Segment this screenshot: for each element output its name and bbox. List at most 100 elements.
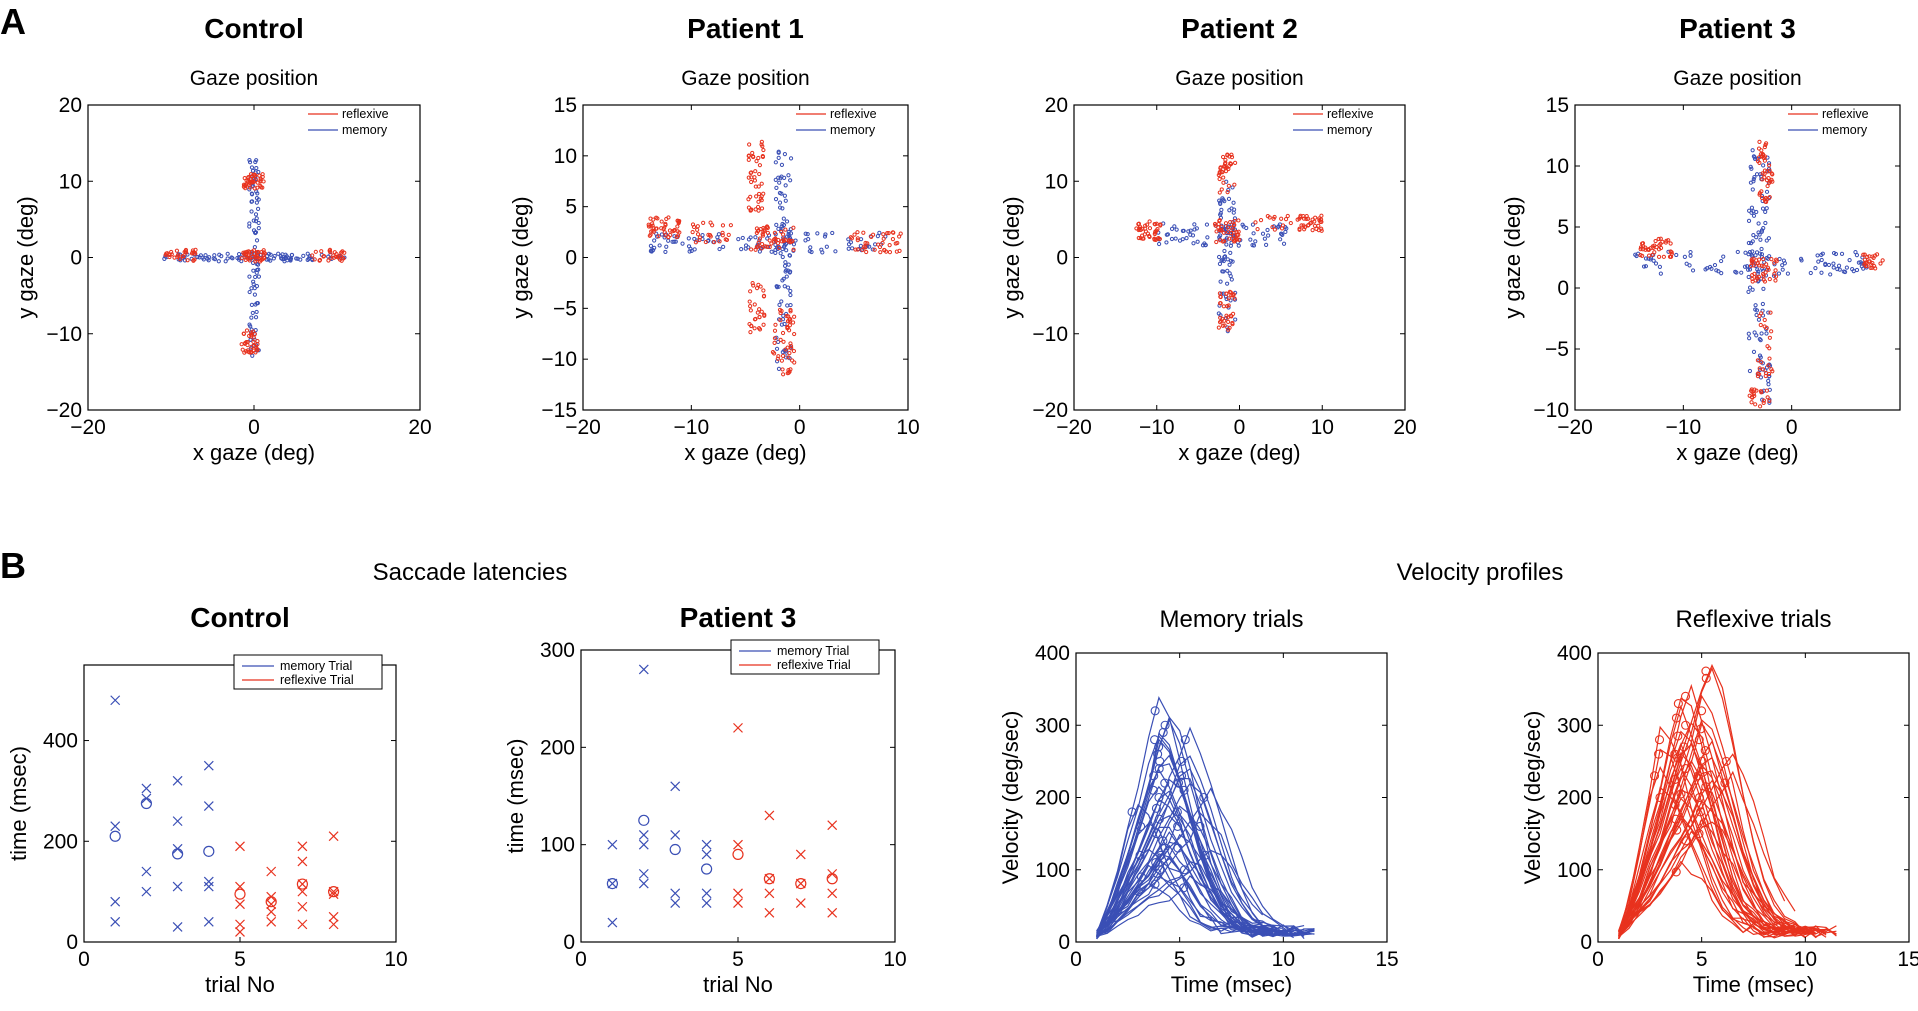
x-axis-label: Time (msec)	[1171, 972, 1292, 997]
data-point-reflexive	[1757, 160, 1762, 165]
cross-stroke	[172, 881, 183, 892]
data-point-memory	[1766, 378, 1771, 383]
chart-title: Reflexive trials	[1675, 606, 1831, 633]
peak-marker	[1180, 735, 1190, 745]
data-point-reflexive	[750, 154, 756, 159]
data-point-memory	[1764, 206, 1769, 211]
data-point-memory	[787, 253, 792, 258]
data-point-reflexive	[312, 257, 317, 262]
data-point-reflexive	[1861, 252, 1866, 257]
data-point-memory	[689, 248, 694, 253]
data-point-memory	[1831, 265, 1836, 270]
data-point-reflexive	[772, 239, 777, 244]
data-point-reflexive	[881, 236, 886, 241]
data-point-reflexive	[1755, 374, 1761, 379]
data-point-memory	[846, 237, 851, 242]
cross-marker	[141, 783, 152, 794]
data-point-reflexive	[1226, 296, 1231, 301]
legend-entry: memory	[830, 123, 876, 137]
data-point-memory	[786, 173, 791, 178]
data-point-reflexive	[757, 171, 762, 177]
data-point-reflexive	[1227, 325, 1232, 330]
data-point-reflexive	[1219, 224, 1224, 229]
data-point-reflexive	[861, 230, 866, 235]
data-point-reflexive	[1762, 175, 1767, 180]
data-point-reflexive	[1233, 160, 1238, 165]
data-point-reflexive	[748, 170, 753, 175]
data-point-reflexive	[881, 232, 886, 237]
data-point-reflexive	[754, 159, 759, 164]
velocity-trace	[1096, 875, 1315, 936]
peak-marker	[1654, 735, 1665, 745]
data-point-memory	[271, 256, 276, 261]
data-point-memory	[1164, 232, 1169, 237]
data-point-memory	[1750, 187, 1755, 192]
data-point-reflexive	[1304, 216, 1309, 221]
data-point-reflexive	[783, 347, 788, 352]
cross-marker	[110, 896, 121, 907]
data-point-reflexive	[1157, 236, 1162, 242]
y-tick-label: −10	[541, 348, 577, 371]
velocity-trace	[1618, 721, 1796, 935]
data-point-reflexive	[1155, 227, 1160, 232]
data-point-memory	[779, 299, 784, 304]
legend-entry: reflexive	[830, 107, 877, 121]
velocity-trace	[1096, 831, 1263, 935]
data-point-reflexive	[339, 258, 344, 263]
velocity-trace	[1618, 742, 1796, 937]
data-point-reflexive	[788, 341, 793, 346]
data-point-reflexive	[1754, 258, 1759, 263]
data-point-memory	[256, 226, 261, 231]
data-point-memory	[1780, 267, 1785, 272]
data-point-memory	[1222, 199, 1227, 204]
legend-entry: memory	[1327, 123, 1373, 137]
data-point-reflexive	[310, 253, 315, 258]
data-point-reflexive	[878, 250, 883, 255]
data-point-memory	[1226, 187, 1231, 193]
data-point-memory	[225, 256, 230, 261]
cross-stroke	[110, 916, 121, 927]
data-point-reflexive	[1231, 292, 1236, 297]
data-point-memory	[1748, 180, 1754, 185]
data-point-reflexive	[1867, 254, 1872, 259]
data-point-reflexive	[748, 289, 753, 294]
data-point-memory	[1712, 262, 1718, 268]
data-point-reflexive	[183, 249, 188, 254]
data-point-reflexive	[748, 308, 753, 313]
data-point-memory	[777, 200, 783, 205]
velocity-trace	[1096, 777, 1284, 932]
data-point-reflexive	[177, 256, 183, 262]
data-point-reflexive	[1222, 239, 1227, 244]
data-point-reflexive	[1232, 218, 1237, 224]
data-point-reflexive	[659, 219, 664, 224]
data-point-memory	[272, 253, 277, 259]
data-point-memory	[781, 216, 786, 221]
data-point-memory	[776, 149, 781, 154]
data-point-reflexive	[786, 370, 791, 375]
data-point-reflexive	[1871, 255, 1876, 261]
data-point-memory	[252, 245, 257, 250]
circle-marker	[203, 845, 215, 857]
data-point-memory	[1682, 254, 1687, 259]
cross-marker	[827, 888, 838, 899]
circle-marker	[234, 888, 246, 900]
velocity-trace	[1096, 790, 1274, 936]
data-point-memory	[1220, 196, 1225, 201]
data-point-memory	[306, 256, 311, 261]
data-point-reflexive	[256, 250, 261, 255]
data-point-reflexive	[1299, 223, 1304, 228]
data-point-reflexive	[247, 258, 252, 263]
data-point-memory	[815, 231, 820, 236]
x-tick-label: 0	[575, 948, 587, 971]
peak-marker	[1133, 886, 1144, 896]
cross-stroke	[607, 839, 618, 850]
data-point-memory	[787, 235, 793, 241]
data-point-reflexive	[1227, 289, 1232, 294]
data-point-memory	[1760, 206, 1766, 211]
data-point-reflexive	[185, 258, 190, 263]
data-point-reflexive	[1760, 367, 1766, 372]
data-point-memory	[247, 221, 252, 226]
data-point-reflexive	[1285, 213, 1290, 219]
data-point-memory	[216, 259, 221, 264]
data-point-reflexive	[792, 331, 797, 337]
